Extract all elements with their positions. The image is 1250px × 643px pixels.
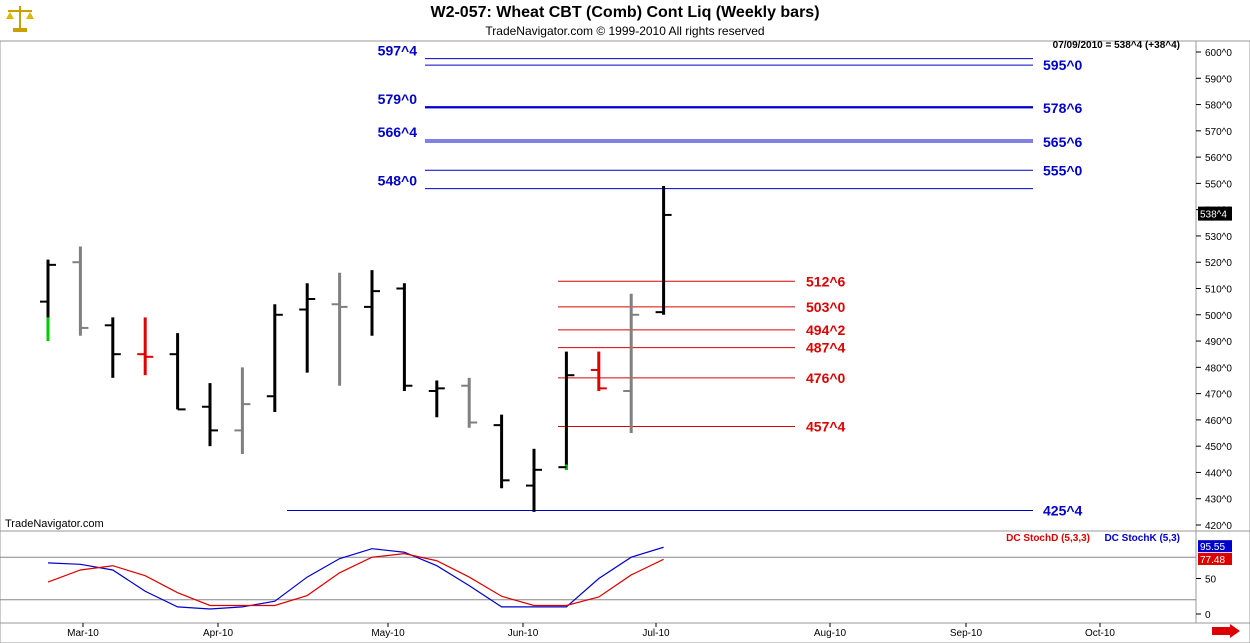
y-tick-label-18: 600^0 [1205,48,1232,59]
y-tick-label-9: 510^0 [1205,285,1232,296]
stoch-series-1 [47,553,664,607]
stoch-last-box-0 [1198,540,1232,553]
x-tick-label-1: Apr-10 [203,628,233,639]
level-label-1: 595^0 [1043,57,1083,73]
level-label-5: 565^6 [1043,134,1083,150]
y-tick-label-11: 530^0 [1205,232,1232,243]
ohlc-bar-6 [234,367,251,455]
y-tick-label-8: 500^0 [1205,311,1232,322]
ohlc-bar-4 [169,333,186,411]
stoch-last-label-0: 95.55 [1200,542,1225,553]
level-label-13: 457^4 [806,418,846,434]
stoch-last-label-1: 77.48 [1200,555,1225,566]
ohlc-bar-12 [428,380,445,418]
last-price-box [1198,206,1232,221]
chart-subtitle: TradeNavigator.com © 1999-2010 All right… [485,24,765,38]
stoch-y-tick-label-1: 50 [1205,575,1217,586]
ohlc-bar-0 [40,259,56,342]
stoch-last-box-1 [1198,552,1232,565]
legend-stochd: DC StochD (5,3,3) [1006,533,1090,544]
last-price-label: 538^4 [1200,210,1227,221]
ohlc-bar-3 [137,317,154,376]
date-axis [0,622,1250,643]
level-label-14: 425^4 [1043,503,1083,519]
y-tick-label-3: 450^0 [1205,442,1232,453]
stoch-y-tick-label-0: 0 [1205,610,1211,621]
ohlc-bar-2 [104,317,121,378]
ohlc-bar-8 [299,283,316,373]
level-label-3: 578^6 [1043,100,1083,116]
ohlc-bar-19 [655,186,672,315]
stoch-series-0 [47,546,664,610]
price-axis [1195,40,1250,532]
level-label-10: 494^2 [806,322,846,338]
ohlc-bar-9 [331,272,348,386]
level-label-8: 512^6 [806,273,846,289]
chart-title: W2-057: Wheat CBT (Comb) Cont Liq (Weekl… [430,4,820,21]
stoch-panel [0,530,1197,624]
ohlc-bar-13 [461,377,478,428]
y-tick-label-7: 490^0 [1205,337,1232,348]
ohlc-bar-11 [396,283,413,391]
level-label-4: 566^4 [378,124,418,140]
ohlc-bar-17 [590,351,607,391]
y-tick-label-2: 440^0 [1205,468,1232,479]
level-label-2: 579^0 [378,91,418,107]
price-panel [0,40,1197,532]
y-tick-label-4: 460^0 [1205,416,1232,427]
y-tick-label-10: 520^0 [1205,258,1232,269]
x-tick-label-0: Mar-10 [67,628,99,639]
level-label-6: 555^0 [1043,162,1083,178]
level-label-12: 476^0 [806,370,846,386]
watermark: TradeNavigator.com [5,518,104,530]
scroll-right-icon[interactable] [1212,624,1240,638]
ohlc-bar-14 [493,414,510,489]
level-label-0: 597^4 [378,43,418,59]
ohlc-bar-16 [558,351,575,470]
x-tick-label-7: Oct-10 [1085,628,1115,639]
y-tick-label-6: 480^0 [1205,363,1232,374]
y-tick-label-15: 570^0 [1205,127,1232,138]
y-tick-label-14: 560^0 [1205,153,1232,164]
x-tick-label-3: Jun-10 [508,628,539,639]
level-label-11: 487^4 [806,340,846,356]
ohlc-bar-18 [623,293,640,434]
legend-stochk: DC StochK (5,3) [1104,533,1180,544]
status-readout: 07/09/2010 = 538^4 (+38^4) [1053,40,1180,51]
y-tick-label-5: 470^0 [1205,390,1232,401]
ohlc-bar-5 [202,383,218,447]
x-tick-label-6: Sep-10 [950,628,983,639]
ohlc-bar-15 [526,448,542,512]
y-tick-label-17: 590^0 [1205,74,1232,85]
stoch-legend: DC StochD (5,3,3) DC StochK (5,3) [1006,533,1180,544]
title-bar: W2-057: Wheat CBT (Comb) Cont Liq (Weekl… [0,0,1250,40]
level-label-7: 548^0 [378,173,418,189]
level-label-9: 503^0 [806,299,846,315]
y-tick-label-0: 420^0 [1205,521,1232,532]
y-tick-label-16: 580^0 [1205,101,1232,112]
x-tick-label-4: Jul-10 [642,628,670,639]
x-tick-label-2: May-10 [371,628,405,639]
ohlc-bar-1 [72,246,89,336]
y-tick-label-1: 430^0 [1205,495,1232,506]
scales-icon [6,6,34,32]
y-tick-label-13: 550^0 [1205,179,1232,190]
ohlc-bar-7 [266,304,283,413]
ohlc-bar-10 [364,270,380,336]
x-tick-label-5: Aug-10 [814,628,847,639]
